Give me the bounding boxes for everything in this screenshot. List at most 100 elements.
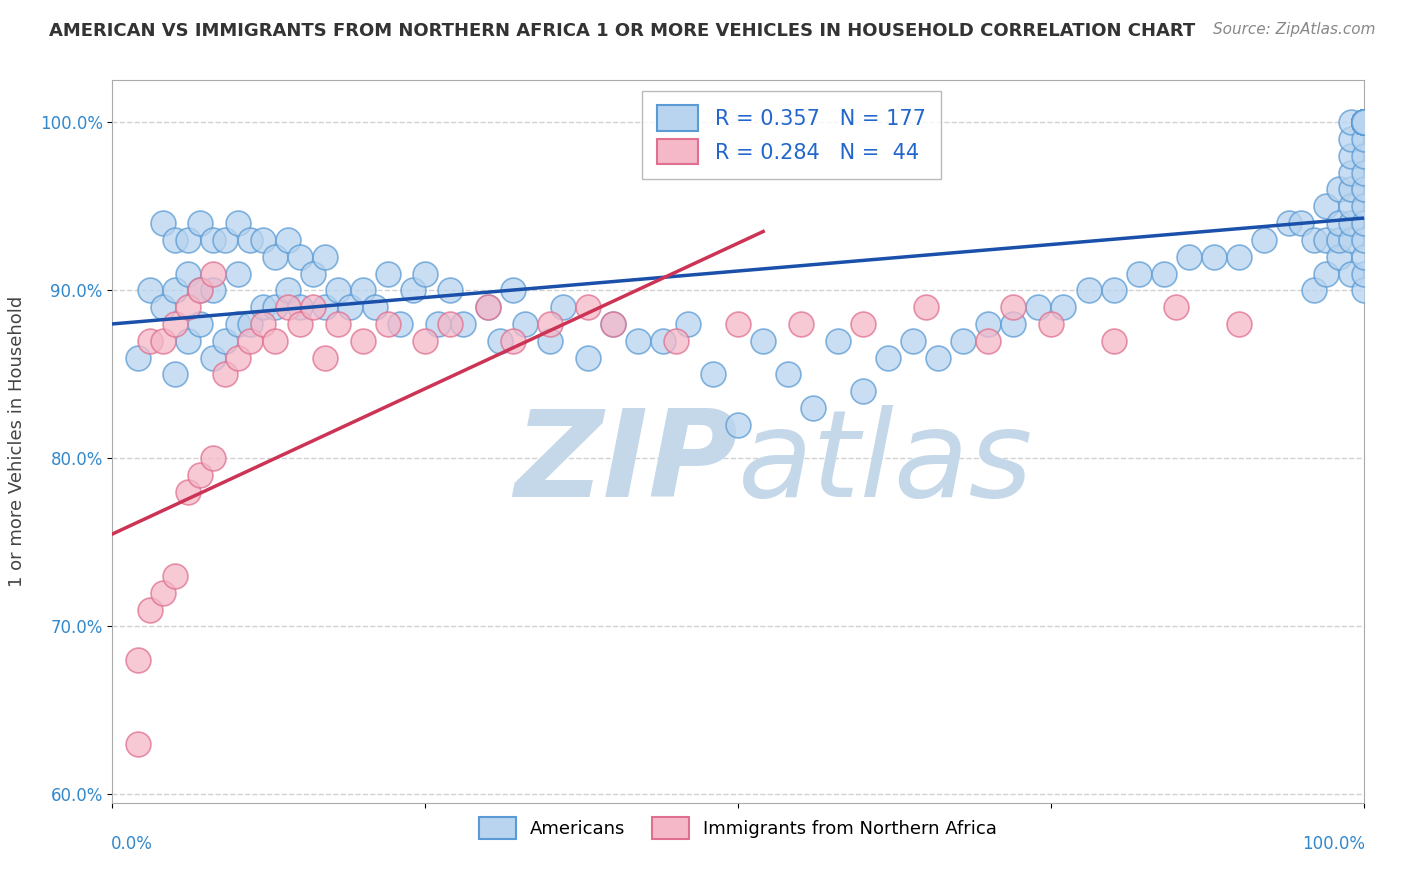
Point bbox=[1353, 115, 1375, 129]
Y-axis label: 1 or more Vehicles in Household: 1 or more Vehicles in Household bbox=[8, 296, 25, 587]
Point bbox=[214, 334, 236, 348]
Point bbox=[1278, 216, 1301, 230]
Point bbox=[290, 250, 312, 264]
Point bbox=[827, 334, 849, 348]
Point bbox=[652, 334, 675, 348]
Point bbox=[602, 317, 624, 331]
Point bbox=[1340, 149, 1362, 163]
Text: atlas: atlas bbox=[738, 405, 1033, 522]
Point bbox=[676, 317, 699, 331]
Text: Source: ZipAtlas.com: Source: ZipAtlas.com bbox=[1212, 22, 1375, 37]
Point bbox=[1353, 115, 1375, 129]
Point bbox=[1315, 233, 1337, 247]
Point bbox=[1353, 115, 1375, 129]
Point bbox=[176, 485, 198, 500]
Point bbox=[801, 401, 824, 415]
Point bbox=[915, 300, 938, 314]
Point bbox=[1077, 283, 1099, 297]
Point bbox=[413, 267, 436, 281]
Point bbox=[1340, 199, 1362, 213]
Point bbox=[252, 317, 274, 331]
Point bbox=[1315, 199, 1337, 213]
Point bbox=[1153, 267, 1175, 281]
Point bbox=[188, 283, 211, 297]
Legend: Americans, Immigrants from Northern Africa: Americans, Immigrants from Northern Afri… bbox=[471, 808, 1005, 848]
Point bbox=[502, 283, 524, 297]
Point bbox=[1353, 115, 1375, 129]
Point bbox=[1327, 233, 1350, 247]
Point bbox=[1353, 166, 1375, 180]
Point bbox=[1353, 115, 1375, 129]
Point bbox=[1353, 115, 1375, 129]
Point bbox=[1353, 250, 1375, 264]
Point bbox=[1353, 283, 1375, 297]
Point bbox=[176, 334, 198, 348]
Point bbox=[1227, 317, 1250, 331]
Point bbox=[1353, 115, 1375, 129]
Point bbox=[477, 300, 499, 314]
Point bbox=[727, 317, 749, 331]
Point bbox=[413, 334, 436, 348]
Point bbox=[239, 233, 262, 247]
Point bbox=[290, 300, 312, 314]
Point bbox=[1353, 115, 1375, 129]
Point bbox=[264, 250, 287, 264]
Point bbox=[1353, 115, 1375, 129]
Point bbox=[1039, 317, 1063, 331]
Point bbox=[1052, 300, 1074, 314]
Point bbox=[364, 300, 387, 314]
Point bbox=[1340, 115, 1362, 129]
Point bbox=[352, 283, 374, 297]
Point bbox=[1353, 115, 1375, 129]
Point bbox=[290, 317, 312, 331]
Point bbox=[426, 317, 449, 331]
Point bbox=[576, 300, 599, 314]
Point bbox=[1227, 250, 1250, 264]
Text: 0.0%: 0.0% bbox=[111, 835, 153, 854]
Point bbox=[326, 283, 349, 297]
Point bbox=[139, 334, 162, 348]
Point bbox=[451, 317, 474, 331]
Point bbox=[1353, 199, 1375, 213]
Point bbox=[402, 283, 425, 297]
Point bbox=[1353, 115, 1375, 129]
Point bbox=[139, 283, 162, 297]
Point bbox=[1340, 267, 1362, 281]
Point bbox=[1327, 216, 1350, 230]
Point bbox=[127, 653, 149, 667]
Point bbox=[176, 233, 198, 247]
Point bbox=[1353, 115, 1375, 129]
Point bbox=[377, 267, 399, 281]
Point bbox=[1353, 132, 1375, 146]
Point bbox=[1353, 115, 1375, 129]
Point bbox=[277, 283, 299, 297]
Point bbox=[1353, 216, 1375, 230]
Point bbox=[1340, 182, 1362, 196]
Point bbox=[1353, 115, 1375, 129]
Text: AMERICAN VS IMMIGRANTS FROM NORTHERN AFRICA 1 OR MORE VEHICLES IN HOUSEHOLD CORR: AMERICAN VS IMMIGRANTS FROM NORTHERN AFR… bbox=[49, 22, 1195, 40]
Point bbox=[664, 334, 686, 348]
Point bbox=[489, 334, 512, 348]
Point bbox=[1353, 115, 1375, 129]
Point bbox=[1353, 115, 1375, 129]
Point bbox=[877, 351, 900, 365]
Point bbox=[127, 351, 149, 365]
Point bbox=[214, 233, 236, 247]
Point bbox=[727, 417, 749, 432]
Point bbox=[1353, 182, 1375, 196]
Point bbox=[152, 586, 174, 600]
Point bbox=[1353, 115, 1375, 129]
Point bbox=[214, 368, 236, 382]
Point bbox=[339, 300, 361, 314]
Point bbox=[226, 216, 249, 230]
Point bbox=[1202, 250, 1225, 264]
Point bbox=[1353, 115, 1375, 129]
Point bbox=[163, 317, 186, 331]
Point bbox=[1128, 267, 1150, 281]
Point bbox=[201, 267, 224, 281]
Point bbox=[538, 317, 561, 331]
Point bbox=[1291, 216, 1313, 230]
Point bbox=[702, 368, 724, 382]
Point bbox=[1340, 166, 1362, 180]
Point bbox=[201, 233, 224, 247]
